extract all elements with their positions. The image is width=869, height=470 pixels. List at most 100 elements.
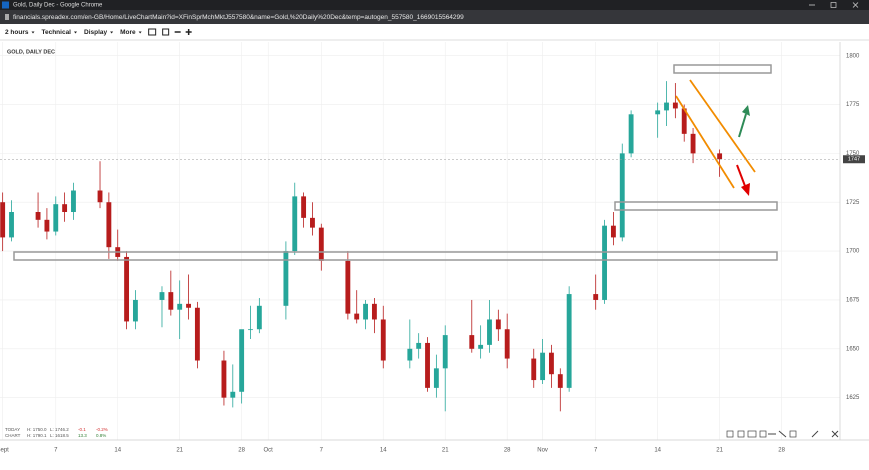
dropdown-caret: [138, 31, 142, 34]
x-tick-label: 7: [594, 448, 598, 454]
close-icon: [852, 2, 859, 8]
candle-body: [363, 303, 368, 320]
candle-body: [504, 329, 510, 359]
x-tick-label: Oct: [264, 448, 274, 454]
axes: 1625 1650 1675 1700 1725 1750 1775 1800 Sept 7 14 2…: [0, 42, 869, 454]
tool-icon[interactable]: [726, 430, 734, 438]
candle-body: [433, 368, 439, 388]
y-tick-label: 1725: [846, 200, 860, 206]
address-bar[interactable]: [0, 10, 869, 24]
save-icon[interactable]: [162, 28, 170, 36]
folder-icon[interactable]: [148, 28, 157, 36]
candle-body: [283, 251, 289, 306]
candle-body: [407, 348, 413, 361]
arrow-up-head: [742, 105, 750, 116]
window-title: Gold, Daily Dec - Google Chrome: [13, 3, 103, 9]
channel-line: [689, 79, 756, 173]
zoom-in[interactable]: [185, 29, 192, 35]
dropdown-caret: [110, 31, 114, 34]
arrow-down-head: [741, 183, 750, 196]
info-text: L: 1746.2: [50, 427, 69, 432]
candle-body: [71, 190, 76, 213]
toolbar: [0, 24, 869, 40]
candles: [0, 81, 723, 412]
tool-icon[interactable]: [811, 430, 819, 438]
tool-icon[interactable]: [759, 430, 767, 438]
candle-body: [478, 344, 484, 349]
candle-body: [44, 219, 50, 232]
candle-body: [177, 303, 183, 310]
candle-body: [345, 260, 351, 314]
candle-body: [62, 204, 68, 213]
tool-icon[interactable]: [789, 430, 797, 438]
info-text: 13.3: [78, 433, 87, 438]
candle-body: [371, 303, 377, 320]
tool-icon[interactable]: [747, 430, 757, 438]
info-panel: TODAY H: 1750.0 L: 1746.2 -0.1 -0.2% CHART H: …: [5, 427, 108, 438]
url[interactable]: financials.spreadex.com/en-GB/Home/LiveC…: [13, 14, 464, 21]
y-tick-label: 1750: [846, 151, 860, 157]
y-tick-label: 1650: [846, 346, 860, 352]
candle-body: [221, 360, 227, 398]
candle-body: [97, 190, 103, 203]
info-text: -0.1: [78, 427, 86, 432]
chart-title: GOLD, DAILY DEC: [7, 49, 55, 55]
x-tick-label: Sept: [0, 448, 9, 454]
candle-body: [672, 102, 678, 109]
candle-body: [239, 329, 245, 392]
candle-body: [655, 110, 661, 115]
y-tick-label: 1625: [846, 395, 860, 401]
clear-tools[interactable]: [831, 430, 839, 438]
x-tick-label: 28: [504, 448, 511, 454]
candle-body: [717, 153, 723, 160]
x-tick-label: 21: [716, 448, 723, 454]
tool-icon[interactable]: [778, 430, 787, 438]
y-tick-label: 1700: [846, 249, 860, 255]
info-text: H: 1790.1: [27, 433, 47, 438]
candle-body: [256, 305, 262, 330]
candle-body: [292, 196, 298, 252]
candle-body: [442, 335, 448, 369]
candle-body: [549, 352, 554, 375]
info-text: H: 1750.0: [27, 427, 47, 432]
x-tick-label: 28: [778, 448, 785, 454]
maximize-button[interactable]: [824, 1, 844, 9]
candle-body: [132, 299, 138, 322]
toolbar-menu[interactable]: Technical: [41, 29, 71, 36]
candle-body: [124, 256, 130, 322]
info-text: L: 1618.5: [50, 433, 69, 438]
candle-body: [0, 202, 6, 238]
title-bar: [0, 0, 869, 10]
last-price-tag: [843, 155, 865, 164]
x-tick-label: 21: [176, 448, 183, 454]
candle-body: [9, 212, 14, 238]
info-text: CHART: [5, 433, 21, 438]
toolbar-menu[interactable]: 2 hours: [5, 29, 29, 36]
zone-box: [614, 201, 778, 211]
candle-body: [602, 225, 607, 300]
info-text: 0.8%: [96, 433, 106, 438]
candle-body: [495, 319, 501, 330]
dropdown-caret: [31, 31, 35, 34]
candle-body: [380, 319, 386, 361]
annotations: [13, 64, 778, 261]
x-tick-label: 7: [320, 448, 324, 454]
candle-body: [186, 303, 191, 308]
candle-body: [416, 342, 422, 349]
candle-body: [664, 102, 669, 111]
candle-body: [593, 294, 599, 300]
tool-icon[interactable]: [737, 430, 745, 438]
candle-body: [230, 391, 236, 398]
drawing-tools: [726, 430, 839, 438]
candle-body: [628, 114, 634, 154]
candle-body: [531, 358, 537, 381]
candle-body: [540, 352, 546, 381]
toolbar-menu[interactable]: More: [120, 29, 136, 36]
y-tick-label: 1675: [846, 298, 860, 304]
toolbar-menu[interactable]: Display: [84, 29, 108, 36]
info-text: -0.2%: [96, 427, 108, 432]
y-tick-label: 1775: [846, 102, 860, 108]
x-tick-label: 14: [114, 448, 121, 454]
